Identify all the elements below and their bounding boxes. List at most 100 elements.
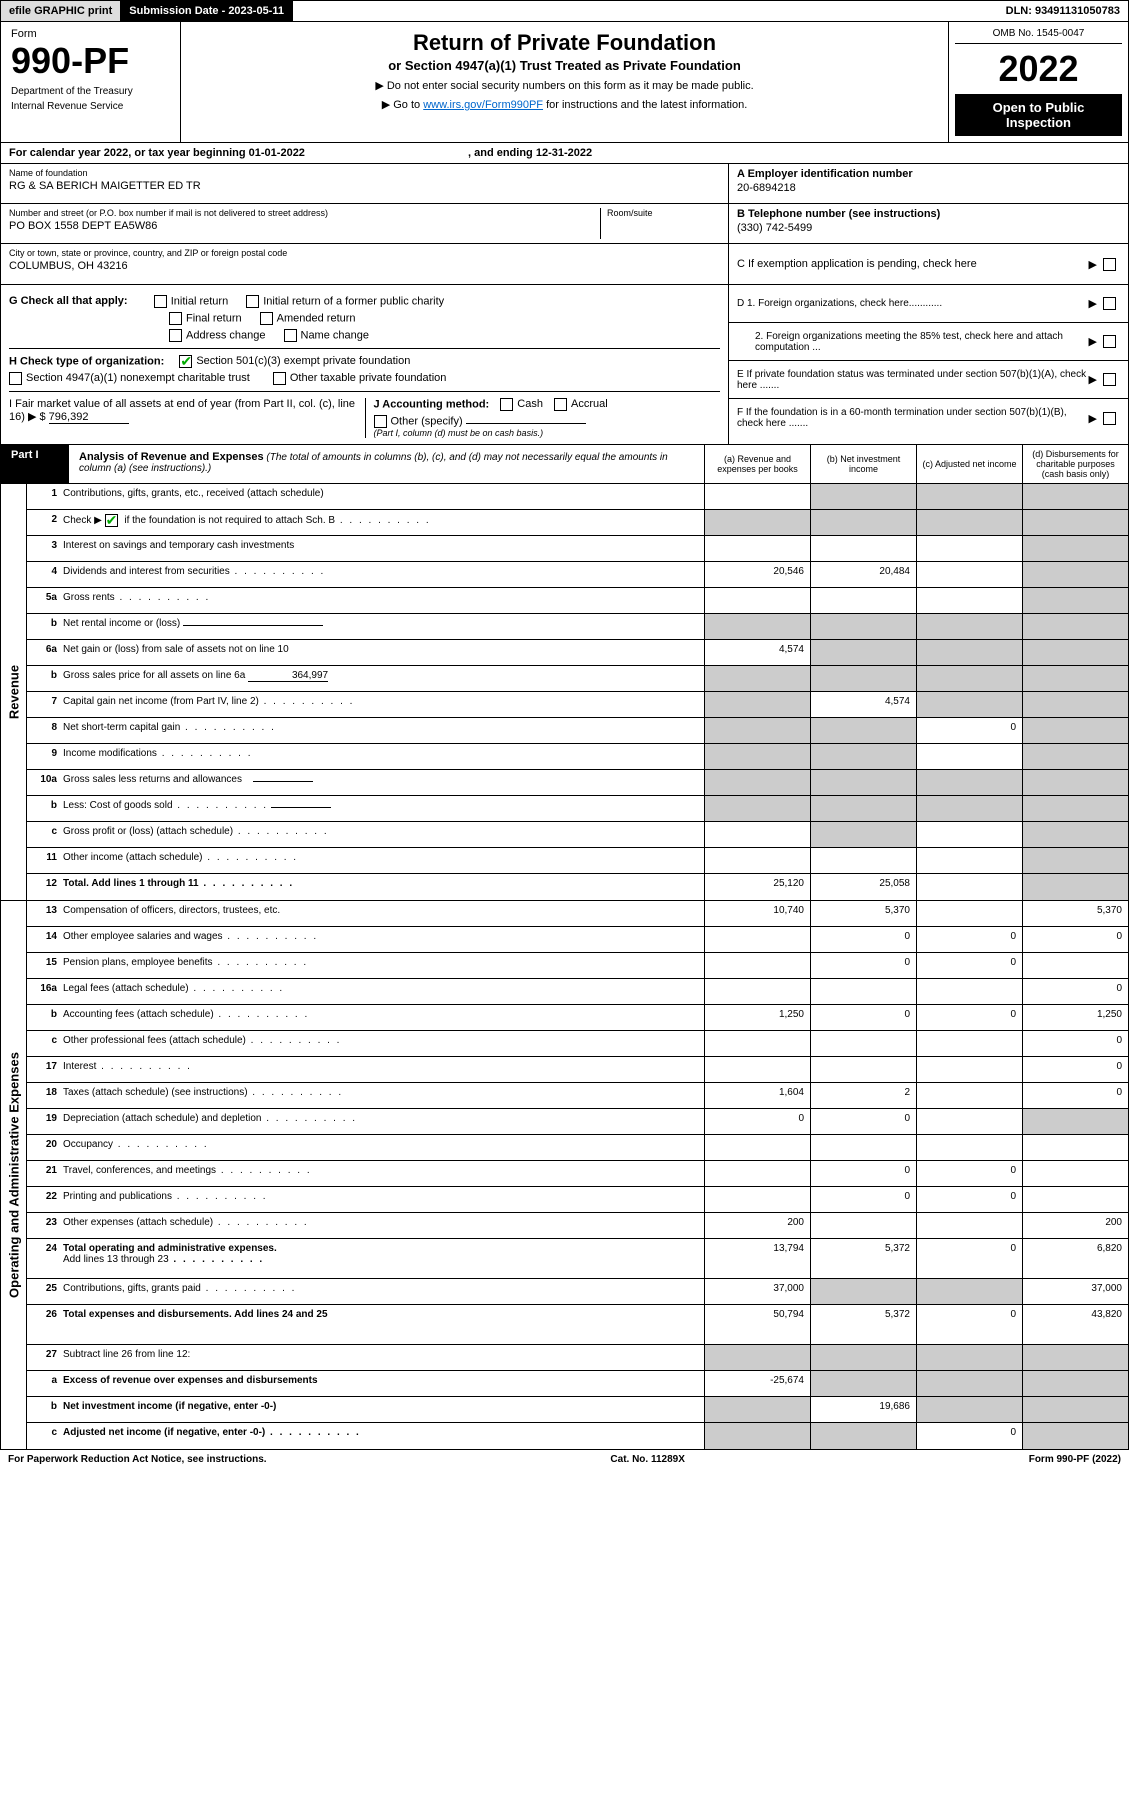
row-label: Contributions, gifts, grants paid [63,1279,704,1304]
row-num: 26 [27,1305,63,1344]
j-other-field[interactable] [466,423,586,424]
cb-d1[interactable] [1103,297,1116,310]
cb-cash[interactable] [500,398,513,411]
revenue-side-label: Revenue [1,484,27,900]
row-num: 22 [27,1187,63,1212]
cell [1022,848,1128,873]
cb-initial-return[interactable] [154,295,167,308]
address-block: Number and street (or P.O. box number if… [1,204,728,244]
cb-other-taxable[interactable] [273,372,286,385]
cell: 37,000 [1022,1279,1128,1304]
row-label: Interest on savings and temporary cash i… [63,536,704,561]
cb-d2[interactable] [1103,335,1116,348]
r10a-field[interactable] [253,781,313,782]
cell [1022,1397,1128,1422]
cell [810,666,916,691]
cb-f[interactable] [1103,412,1116,425]
cell [1022,1161,1128,1186]
cell: 5,372 [810,1239,916,1278]
row-num: 25 [27,1279,63,1304]
col-b-head: (b) Net investment income [810,445,916,483]
e-block: E If private foundation status was termi… [729,361,1128,399]
r10b-field[interactable] [271,807,331,808]
r20l: Occupancy [63,1139,113,1150]
row-num: 24 [27,1239,63,1278]
row-label: Subtract line 26 from line 12: [63,1345,704,1370]
cell [810,979,916,1004]
cell: 6,820 [1022,1239,1128,1278]
check-right: D 1. Foreign organizations, check here..… [728,285,1128,444]
cell: 37,000 [704,1279,810,1304]
cb-final-return[interactable] [169,312,182,325]
check-section: G Check all that apply: Initial return I… [0,285,1129,445]
cb-schb[interactable] [105,514,118,527]
row-num: b [27,1397,63,1422]
cell: 0 [810,1005,916,1030]
row-num: 9 [27,744,63,769]
footer-left: For Paperwork Reduction Act Notice, see … [8,1454,267,1465]
h-label: H Check type of organization: [9,355,164,367]
ein-block: A Employer identification number 20-6894… [729,164,1128,204]
r8l: Net short-term capital gain [63,722,180,733]
r5b-field[interactable] [183,625,323,626]
period-pre: For calendar year 2022, or tax year begi… [9,147,249,159]
row-num: 2 [27,510,63,535]
cb-amended-return[interactable] [260,312,273,325]
cell [1022,1371,1128,1396]
cell [1022,770,1128,795]
cell [1022,822,1128,847]
dln-label: DLN: 93491131050783 [998,1,1128,21]
foundation-name-label: Name of foundation [9,168,720,178]
header-left: Form 990-PF Department of the Treasury I… [1,22,181,142]
cb-4947a1[interactable] [9,372,22,385]
f-block: F If the foundation is in a 60-month ter… [729,399,1128,437]
arrow-icon: ▶ [1089,373,1097,386]
check-left: G Check all that apply: Initial return I… [1,285,728,444]
exemption-pending-checkbox[interactable] [1103,258,1116,271]
header-center: Return of Private Foundation or Section … [181,22,948,142]
cb-accrual[interactable] [554,398,567,411]
row-num: b [27,1005,63,1030]
cell [916,744,1022,769]
r22l: Printing and publications [63,1191,172,1202]
cb-501c3[interactable] [179,355,192,368]
row-num: 6a [27,640,63,665]
r4l: Dividends and interest from securities [63,566,230,577]
col-c-head: (c) Adjusted net income [916,445,1022,483]
row-label: Travel, conferences, and meetings [63,1161,704,1186]
city-label: City or town, state or province, country… [9,248,720,258]
efile-button[interactable]: efile GRAPHIC print [1,1,121,21]
line-g: G Check all that apply: Initial return I… [9,295,720,308]
cell: 0 [1022,927,1128,952]
r21l: Travel, conferences, and meetings [63,1165,216,1176]
cb-e[interactable] [1103,373,1116,386]
form990pf-link[interactable]: www.irs.gov/Form990PF [423,99,543,111]
cb-other-method[interactable] [374,415,387,428]
cell [704,1423,810,1449]
arrow-icon: ▶ [1089,412,1097,425]
row-num: 10a [27,770,63,795]
cell [704,692,810,717]
address-label: Number and street (or P.O. box number if… [9,208,600,218]
row-num: 4 [27,562,63,587]
row-label: Printing and publications [63,1187,704,1212]
cell [916,562,1022,587]
cell [810,770,916,795]
cell [704,927,810,952]
cell [704,848,810,873]
r17l: Interest [63,1061,96,1072]
d1-label: D 1. Foreign organizations, check here..… [737,298,942,309]
cell: 1,604 [704,1083,810,1108]
cell [916,1031,1022,1056]
cell: 0 [916,718,1022,743]
cb-initial-former[interactable] [246,295,259,308]
row-num: c [27,1423,63,1449]
cb-address-change[interactable] [169,329,182,342]
row-label: Total operating and administrative expen… [63,1239,704,1278]
cell: 20,546 [704,562,810,587]
open-public-badge: Open to Public Inspection [955,94,1122,136]
cb-name-change[interactable] [284,329,297,342]
cell [810,1423,916,1449]
note-goto-post: for instructions and the latest informat… [546,99,747,111]
col-d-head: (d) Disbursements for charitable purpose… [1022,445,1128,483]
